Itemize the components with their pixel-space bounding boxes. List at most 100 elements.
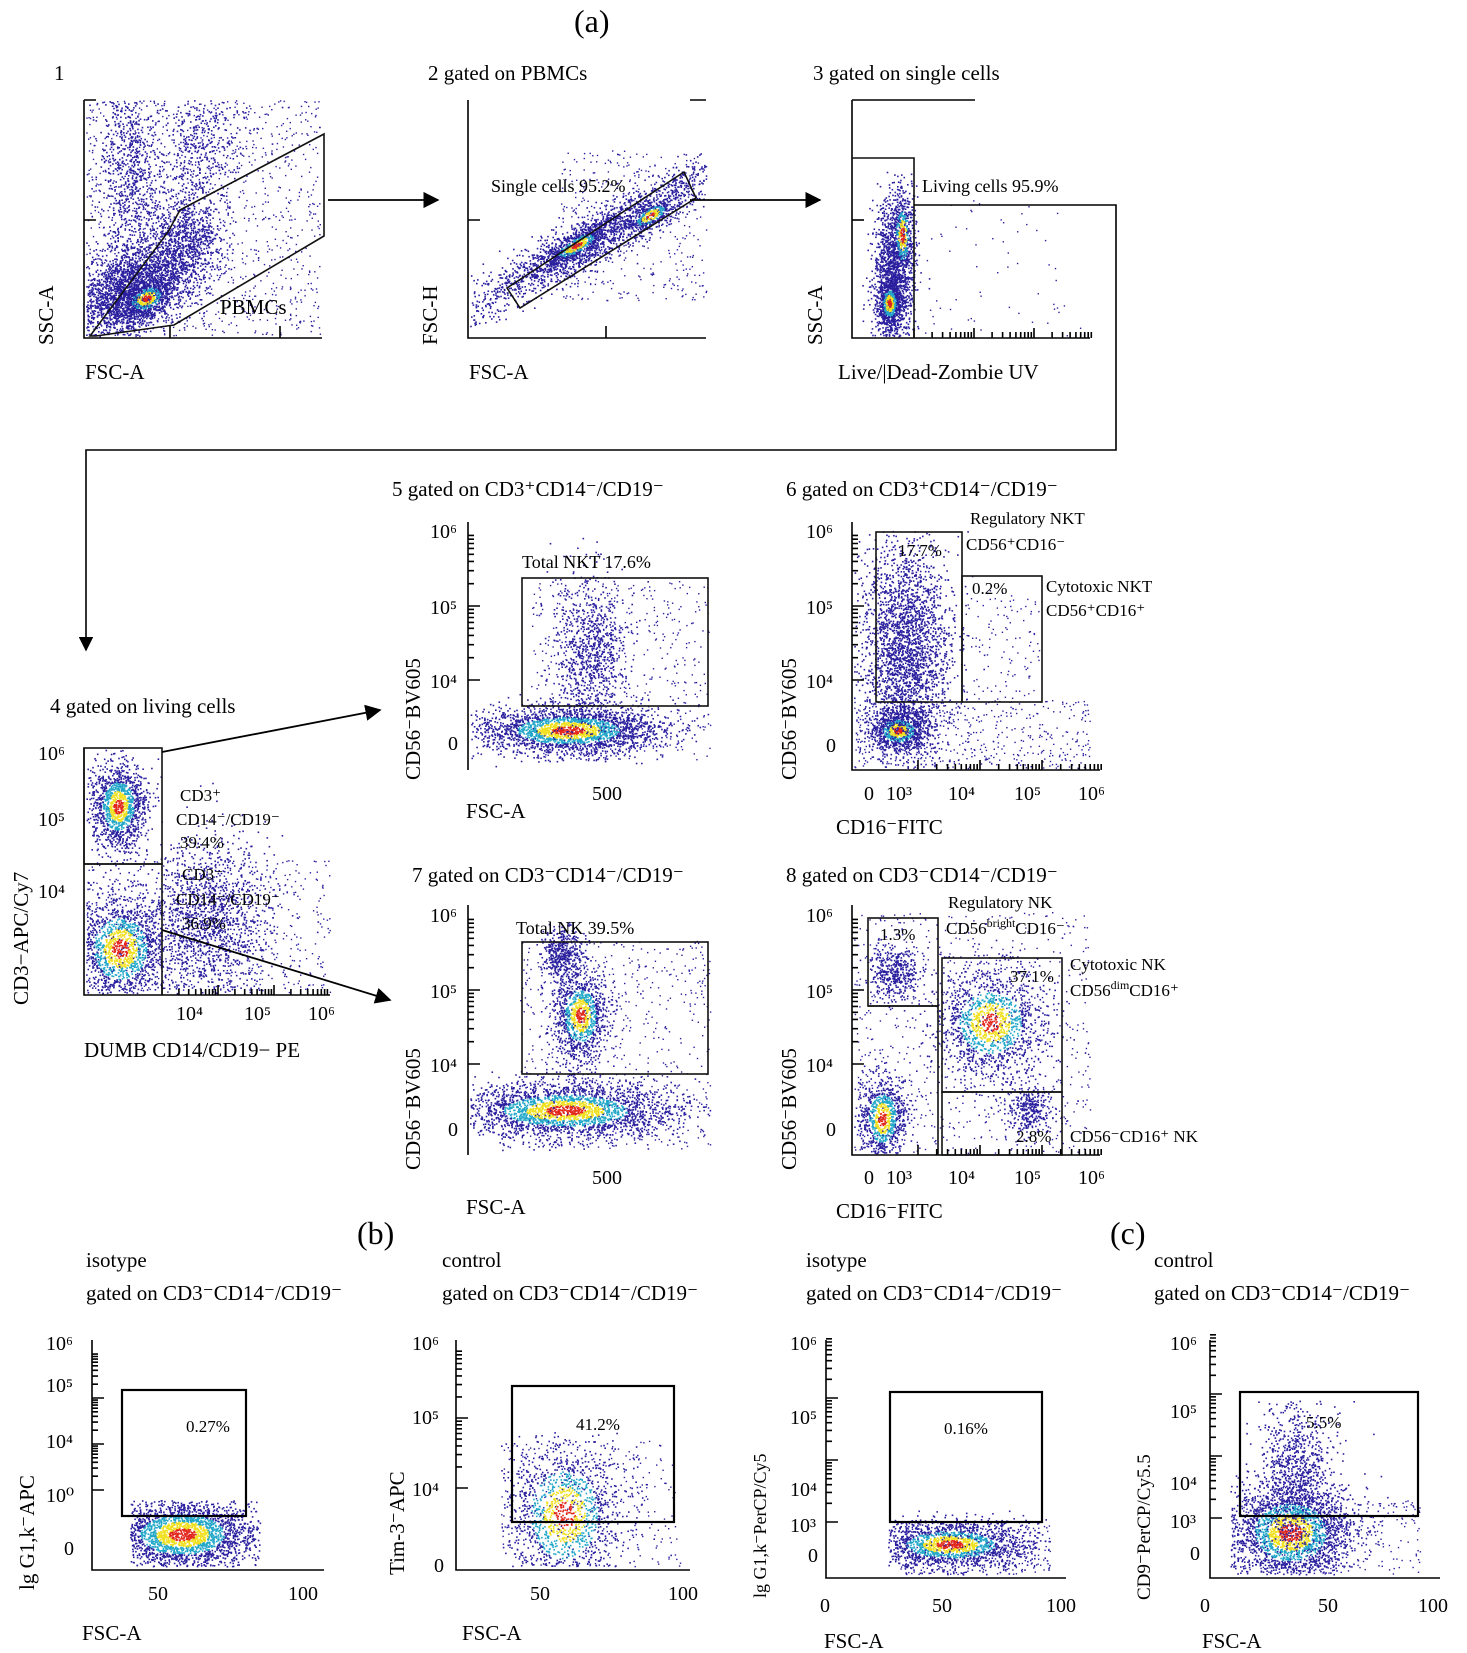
- plot-8-header: 8 gated on CD3⁻CD14⁻/CD19⁻: [786, 863, 1058, 887]
- plot-c2-y-ticks: [1210, 1334, 1222, 1519]
- plot-6-log-ticks: [852, 534, 1102, 770]
- plot-b1-title-1: isotype: [86, 1248, 147, 1272]
- plot-6-density: [854, 530, 1091, 770]
- plot-7-x-tick: 500: [592, 1167, 622, 1189]
- plot-b2-density: [501, 1432, 682, 1568]
- plot-4-x-tick: 10⁴: [176, 1003, 203, 1025]
- plot-c2-density: [1230, 1400, 1422, 1576]
- plot-5-nkt-gate: [521, 577, 709, 707]
- plot-2-axes: [467, 100, 706, 339]
- plot-7-header: 7 gated on CD3⁻CD14⁻/CD19⁻: [412, 863, 684, 887]
- plot-7-y-label: CD56⁻BV605: [401, 1048, 425, 1170]
- plot-b2-y-tick: 0: [434, 1555, 444, 1577]
- plot-c1-gate-pct: 0.16%: [944, 1419, 988, 1438]
- plot-6-y-tick: 0: [826, 735, 836, 757]
- plot-2: 2 gated on PBMCs Single cells 95.2% FSC-…: [418, 61, 708, 384]
- plot-b2-y-tick: 10⁵: [412, 1407, 439, 1429]
- plot-c1-y-tick: 10⁶: [790, 1333, 817, 1355]
- plot-6: 6 gated on CD3⁺CD14⁻/CD19⁻ 10⁶ 10⁵ 10⁴ 0…: [777, 477, 1153, 839]
- plot-b1-x-tick: 100: [288, 1583, 318, 1605]
- plot-3-header: 3 gated on single cells: [813, 61, 1000, 85]
- plot-b1-gate-pct: 0.27%: [186, 1417, 230, 1436]
- plot-6-y-tick: 10⁴: [806, 671, 833, 693]
- plot-3-gate-label: Living cells 95.9%: [922, 176, 1058, 196]
- plot-1-density: [86, 100, 322, 338]
- plot-8-y-tick: 10⁵: [806, 981, 833, 1003]
- plot-5-x-tick: 500: [592, 783, 622, 805]
- plot-c2-y-tick: 10⁵: [1170, 1401, 1197, 1423]
- plot-6-gate1-pheno: CD56⁺CD16⁻: [966, 535, 1065, 554]
- plot-3: 3 gated on single cells Living cells 95.…: [803, 61, 1093, 384]
- plot-c1-x-tick: 50: [932, 1595, 952, 1617]
- plot-c2-title-2: gated on CD3⁻CD14⁻/CD19⁻: [1154, 1281, 1410, 1305]
- plot-b1-x-label: FSC-A: [82, 1621, 142, 1645]
- plot-8-x-tick: 10³: [886, 1167, 912, 1189]
- plot-7-y-tick: 10⁵: [430, 981, 457, 1003]
- plot-4-y-tick: 10⁴: [38, 881, 65, 903]
- plot-6-gate2-name: Cytotoxic NKT: [1046, 577, 1153, 596]
- plot-c2-x-label: FSC-A: [1202, 1629, 1262, 1653]
- plot-6-gate2-pct: 0.2%: [972, 579, 1007, 598]
- plot-b1-y-tick: 0: [64, 1538, 74, 1560]
- plot-6-cytotoxic-nkt-gate: [961, 575, 1043, 703]
- plot-c1-title-1: isotype: [806, 1248, 867, 1272]
- plot-6-y-tick: 10⁶: [806, 521, 833, 543]
- plot-8-gate1-name: Regulatory NK: [948, 893, 1053, 912]
- plot-b1-y-ticks: [92, 1353, 104, 1491]
- plot-c2-gate-pct: 5.5%: [1306, 1413, 1341, 1432]
- plot-4-y-tick: 10⁵: [38, 809, 65, 831]
- plot-c2-y-tick: 0: [1190, 1543, 1200, 1565]
- plot-6-y-label: CD56⁻BV605: [777, 658, 801, 780]
- plot-c1-y-tick: 10⁵: [790, 1407, 817, 1429]
- plot-c1-x-tick: 0: [820, 1595, 830, 1617]
- plot-2-header: 2 gated on PBMCs: [428, 61, 587, 85]
- plot-c1-y-label: lg G1,k⁻PerCP/Cy5: [750, 1453, 770, 1598]
- plot-7-y-tick: 10⁴: [430, 1055, 457, 1077]
- plot-b2-gate: [510, 1384, 676, 1524]
- plot-5-log-ticks: [468, 534, 480, 681]
- plot-4-y-label: CD3−APC/Cy7: [9, 872, 33, 1005]
- plot-5-y-tick: 10⁵: [430, 597, 457, 619]
- plot-7-density: [470, 921, 712, 1152]
- plot-8-log-ticks: [852, 918, 1102, 1155]
- plot-4-lower-gate-line: CD3⁻: [182, 865, 223, 884]
- plot-c1-gate: [888, 1390, 1044, 1524]
- plot-c1-x-label: FSC-A: [824, 1629, 884, 1653]
- plot-8-gate3-pct: 2.8%: [1016, 1127, 1051, 1146]
- plot-b2-y-label: Tim-3⁻APC: [385, 1471, 409, 1575]
- plot-8-y-tick: 10⁴: [806, 1055, 833, 1077]
- plot-c2-gate: [1238, 1390, 1420, 1518]
- plot-6-gate2-pheno: CD56⁺CD16⁺: [1046, 601, 1145, 620]
- plot-4-upper-gate-line: CD14⁻/CD19⁻: [176, 810, 280, 829]
- plot-b1-y-tick: 10⁴: [46, 1431, 73, 1453]
- plot-4-x-tick: 10⁶: [308, 1003, 335, 1025]
- plot-c2-x-tick: 0: [1200, 1595, 1210, 1617]
- plot-4-upper-gate-pct: 39.4%: [180, 833, 224, 852]
- plot-8-gate3-name: CD56⁻CD16⁺ NK: [1070, 1127, 1199, 1146]
- arrow-3-to-4: [78, 204, 1117, 652]
- plot-1-number: 1: [54, 61, 65, 85]
- plot-4-x-label: DUMB CD14/CD19− PE: [84, 1038, 300, 1062]
- plot-b1-y-label: lg G1,k⁻APC: [15, 1475, 39, 1590]
- plot-b2-y-tick: 10⁶: [412, 1333, 439, 1355]
- plot-1-axes: [83, 100, 322, 339]
- plot-8-gate1-pct: 1.3%: [880, 925, 915, 944]
- plot-b1-gate: [120, 1388, 248, 1518]
- plot-6-x-tick: 10⁴: [948, 783, 975, 805]
- plot-4-header: 4 gated on living cells: [50, 694, 235, 718]
- plot-c2-y-label: CD9⁻PerCP/Cy5.5: [1134, 1454, 1155, 1600]
- arrow-4-to-7: [161, 929, 392, 1004]
- plot-c2-x-tick: 100: [1418, 1595, 1448, 1617]
- plot-4-upper-gate-line: CD3⁺: [180, 786, 221, 805]
- plot-c2-y-tick: 10⁴: [1170, 1473, 1197, 1495]
- plot-2-gate-label: Single cells 95.2%: [491, 176, 625, 196]
- plot-5-x-label: FSC-A: [466, 799, 526, 823]
- plot-2-single-cells-gate: [505, 170, 698, 310]
- plot-7-log-ticks: [468, 918, 480, 1065]
- plot-5: 5 gated on CD3⁺CD14⁻/CD19⁻ 10⁶ 10⁵ 10⁴ 0…: [392, 477, 712, 823]
- panel-label-c: (c): [1110, 1215, 1146, 1251]
- plot-b2-y-ticks: [456, 1350, 468, 1489]
- plot-8-gate2-pct: 37.1%: [1010, 967, 1054, 986]
- plot-5-header: 5 gated on CD3⁺CD14⁻/CD19⁻: [392, 477, 664, 501]
- plot-4-lower-gate-pct: 36.9%: [182, 914, 226, 933]
